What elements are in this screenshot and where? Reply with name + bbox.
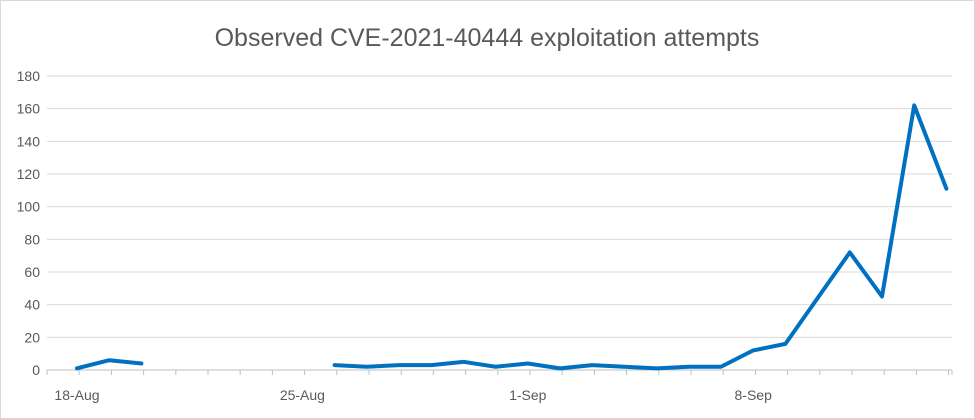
y-tick-label: 40 [24, 297, 40, 313]
y-tick-label: 160 [17, 101, 41, 117]
x-tick-label: 25-Aug [280, 387, 325, 403]
y-tick-label: 180 [17, 68, 41, 84]
x-tick-label: 8-Sep [735, 387, 773, 403]
y-tick-label: 80 [24, 231, 40, 247]
y-tick-label: 140 [17, 133, 41, 149]
x-tick-label: 18-Aug [54, 387, 99, 403]
y-tick-label: 0 [32, 362, 40, 378]
y-tick-label: 20 [24, 329, 40, 345]
series-line-segment [332, 103, 949, 371]
y-tick-label: 100 [17, 199, 41, 215]
series-line-segment [75, 358, 144, 371]
y-tick-label: 60 [24, 264, 40, 280]
chart-title: Observed CVE-2021-40444 exploitation att… [215, 24, 760, 52]
x-tick-label: 1-Sep [509, 387, 547, 403]
y-tick-label: 120 [17, 166, 41, 182]
